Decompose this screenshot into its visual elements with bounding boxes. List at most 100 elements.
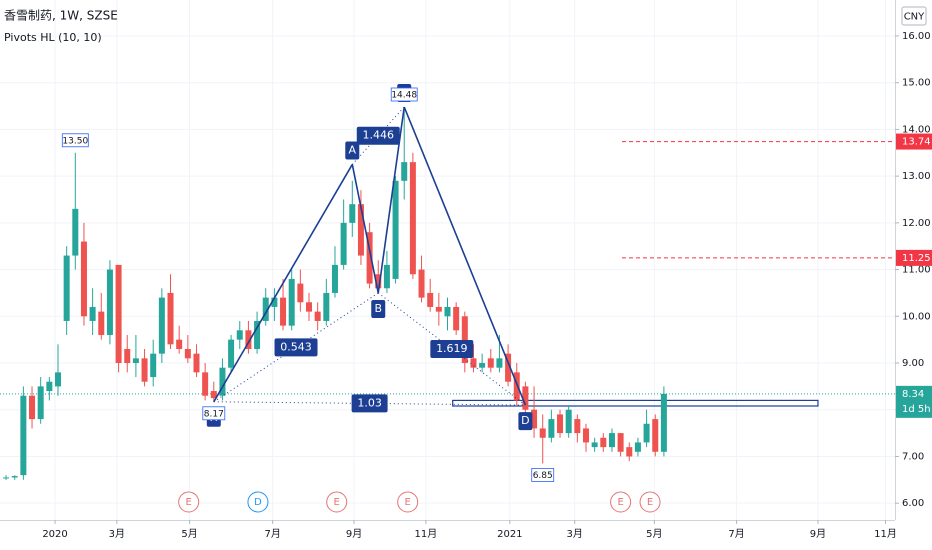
pattern-ratio-line (213, 292, 379, 403)
candle-body (323, 292, 330, 321)
candle-body (626, 447, 633, 457)
candle-body (652, 419, 659, 452)
candle-body (254, 320, 261, 350)
event-marker (326, 491, 348, 513)
target-box (452, 399, 819, 407)
price-line-label: 13.74 (902, 137, 931, 148)
x-tick-label: 3月 (567, 528, 583, 540)
candle-body (531, 409, 538, 429)
candle-body (392, 180, 399, 279)
y-tick-label: 14.00 (902, 124, 931, 135)
ratio-label: 0.543 (280, 340, 312, 353)
event-marker (178, 491, 200, 513)
candle-body (487, 358, 494, 368)
pivot-high-box (61, 133, 89, 148)
candle-body (115, 264, 122, 364)
candle-body (314, 311, 321, 321)
x-tick-label: 3月 (109, 528, 125, 540)
candle-body (89, 306, 96, 321)
candle-body (141, 358, 148, 382)
indicator-label: Pivots HL (10, 10) (4, 31, 102, 44)
candle-body (176, 339, 183, 350)
event-marker (247, 491, 269, 513)
candle-body (236, 330, 243, 340)
ratio-label: 1.446 (363, 129, 395, 142)
candle-body (453, 306, 460, 331)
x-tick-label: 2021 (497, 529, 522, 540)
candle-body (496, 358, 503, 368)
candle-body (167, 292, 174, 345)
ratio-box (274, 338, 318, 357)
x-tick-label: 11月 (874, 528, 897, 540)
candle-body (409, 162, 416, 275)
event-marker (610, 491, 632, 513)
event-label[interactable]: E (647, 497, 653, 508)
pattern-point-box (371, 299, 386, 318)
candle-body (349, 204, 356, 223)
price-line-tag (896, 133, 932, 150)
candle-body (340, 222, 347, 265)
candle-body (357, 204, 364, 256)
pattern-leg (351, 164, 380, 294)
pivot-high-box (390, 87, 418, 102)
candle-body (522, 386, 529, 410)
pattern-leg (403, 106, 527, 406)
candle-body (158, 297, 165, 354)
last-price-label: 8.34 (902, 389, 924, 400)
candle-body (63, 255, 70, 321)
pivot-low-box (531, 468, 555, 482)
candle-body (271, 297, 278, 307)
last-price-tag (896, 385, 932, 418)
currency-box[interactable] (901, 6, 927, 26)
x-tick-label: 9月 (810, 528, 826, 540)
event-label[interactable]: E (405, 497, 411, 508)
y-tick-label: 12.00 (902, 218, 931, 229)
candle-body (202, 372, 209, 396)
x-tick-label: 11月 (414, 528, 437, 540)
candle-body (574, 419, 581, 434)
pattern-point-label: A (349, 143, 357, 156)
candle-body (591, 442, 598, 448)
pivot-low-box (202, 406, 226, 421)
pattern-ratio-line (351, 106, 405, 165)
event-label[interactable]: E (617, 497, 623, 508)
x-tick-label: 5月 (181, 528, 197, 540)
pattern-leg (377, 106, 406, 294)
candle-body (539, 428, 546, 438)
candle-body (280, 297, 287, 326)
pivot-low-label: 8.17 (204, 409, 224, 419)
pivot-high-label: 13.50 (62, 136, 88, 146)
x-tick-label: 7月 (728, 528, 744, 540)
candle-body (600, 437, 607, 448)
currency-label[interactable]: CNY (904, 12, 925, 23)
event-label[interactable]: D (254, 497, 262, 508)
candle-body (288, 278, 295, 326)
y-tick-label: 9.00 (902, 358, 924, 369)
candle-body (245, 330, 252, 350)
candle-body (366, 232, 373, 284)
candle-body (557, 414, 564, 434)
candle-body (124, 349, 131, 364)
candle-body (150, 353, 157, 378)
ratio-box (356, 126, 400, 145)
candle-body (427, 292, 434, 307)
candle-body (331, 264, 338, 293)
candle-body (383, 264, 390, 289)
pattern-point-box (345, 141, 360, 160)
candle-body (565, 409, 572, 434)
candle-body (54, 372, 61, 387)
candle-body (401, 162, 408, 181)
countdown-label: 1d 5h (902, 404, 931, 415)
candle-body (505, 353, 512, 382)
event-label[interactable]: E (186, 497, 192, 508)
candle-body (582, 428, 589, 443)
x-tick-label: 7月 (264, 528, 280, 540)
candle-body (435, 306, 442, 312)
y-tick-label: 6.00 (902, 498, 924, 509)
event-label[interactable]: E (334, 497, 340, 508)
ratio-label: 1.619 (436, 342, 468, 355)
candle-body (132, 358, 139, 364)
y-tick-label: 16.00 (902, 31, 931, 42)
pivot-high-label: 14.48 (391, 90, 417, 100)
event-marker (397, 491, 419, 513)
